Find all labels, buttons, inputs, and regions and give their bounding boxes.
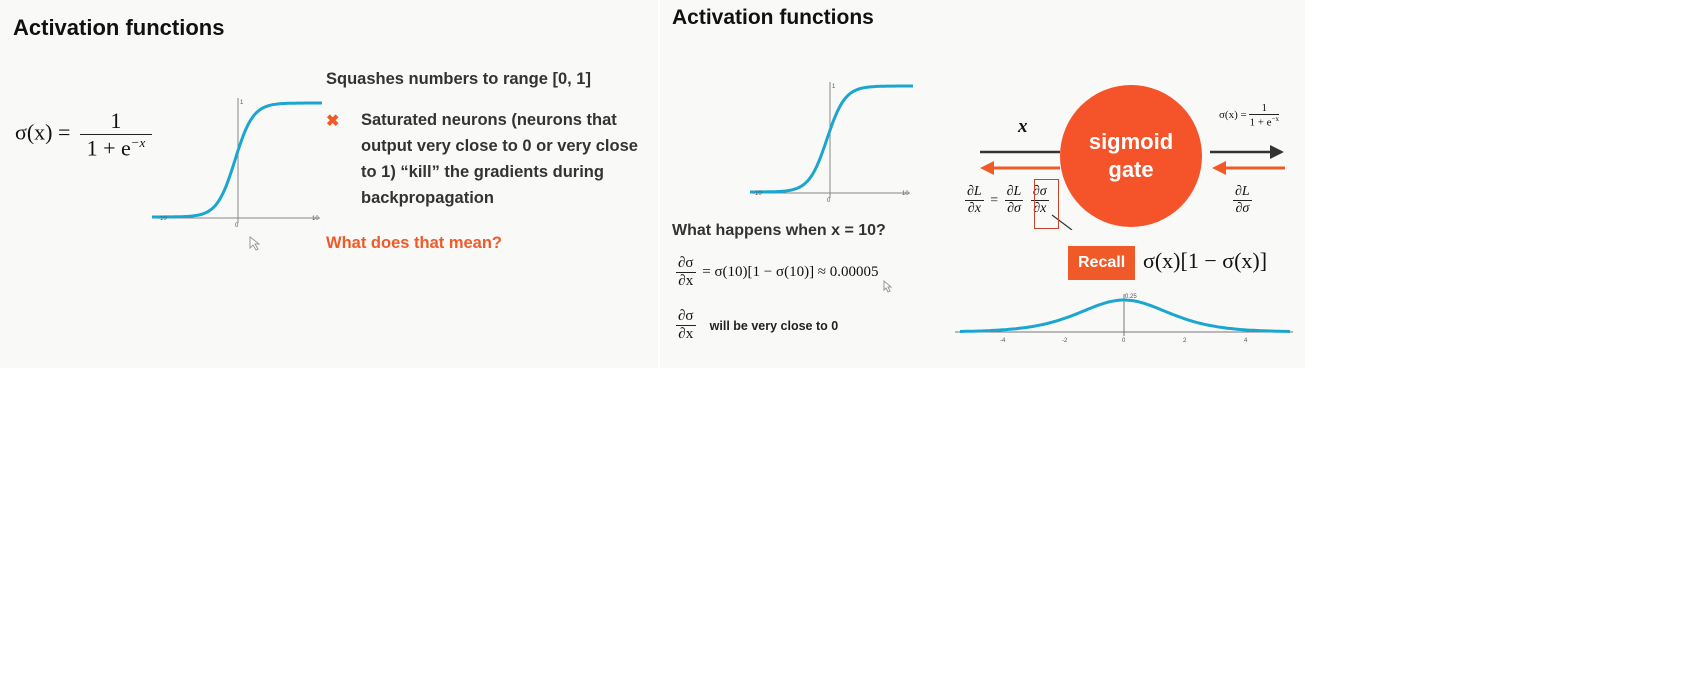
- saturation-bullet: Saturated neurons (neurons that output v…: [361, 107, 638, 211]
- derivative-equation: ∂σ ∂x = σ(10)[1 − σ(10)] ≈ 0.00005: [676, 255, 879, 290]
- deriv-denominator: ∂x: [678, 326, 694, 342]
- chain-rule: ∂L ∂x = ∂L ∂σ ∂σ ∂x: [965, 184, 1049, 217]
- plot-x-max: 10: [312, 216, 319, 222]
- formula-exponent: −x: [130, 135, 146, 150]
- chain-lhs-num: ∂L: [965, 184, 984, 201]
- sigma-def-num: 1: [1249, 102, 1280, 115]
- bell-tick: 0: [1122, 338, 1126, 344]
- recall-pointer: [1051, 214, 1073, 230]
- bell-tick: -4: [1000, 338, 1006, 344]
- slide-title: Activation functions: [13, 15, 225, 40]
- plot-x-zero: 0: [827, 198, 831, 204]
- recall-expression: σ(x)[1 − σ(x)]: [1143, 248, 1268, 273]
- gate-arrows: [980, 145, 1285, 230]
- close-text: will be very close to 0: [709, 318, 839, 333]
- squashes-text: Squashes numbers to range [0, 1]: [326, 70, 591, 88]
- chain-b-num: ∂σ: [1030, 184, 1049, 201]
- gate-line: sigmoid: [1088, 129, 1174, 154]
- cursor-icon: [249, 236, 260, 251]
- local-gradient-highlight: [1034, 179, 1059, 229]
- sigmoid-curve: [750, 84, 913, 194]
- close-to-zero-line: ∂σ ∂x will be very close to 0: [676, 308, 838, 343]
- bullet-line: backpropagation: [361, 189, 494, 207]
- deriv-numerator: ∂σ: [676, 308, 696, 326]
- deriv-denominator: ∂x: [678, 273, 694, 289]
- bell-plot: 0.25 -4 -2 0 2 4: [955, 294, 1293, 344]
- deriv-expression: = σ(10)[1 − σ(10)] ≈ 0.00005: [702, 263, 879, 280]
- cross-icon: ✖: [326, 113, 340, 130]
- plot-y-tick: 1: [832, 84, 836, 90]
- sigmoid-curve: [152, 101, 322, 219]
- bullet-line: output very close to 0 or very close: [361, 137, 638, 155]
- formula-denominator: 1 + e: [86, 135, 131, 161]
- cursor-icon: [883, 280, 892, 293]
- sigma-def-lhs: σ(x) =: [1219, 108, 1247, 121]
- sigma-def-den: 1 + e: [1249, 116, 1272, 129]
- bell-tick: 4: [1244, 338, 1248, 344]
- sigmoid-formula: σ(x) = 1 1 + e−x: [15, 108, 152, 161]
- formula-numerator: 1: [79, 108, 152, 135]
- sigma-definition: σ(x) = 1 1 + e−x: [1219, 102, 1280, 129]
- deriv-numerator: ∂σ: [676, 255, 696, 273]
- sigmoid-plot: 1 -10 10 0: [152, 98, 322, 229]
- plot-x-min: -10: [753, 191, 762, 197]
- question-text: What does that mean?: [326, 234, 503, 252]
- chain-b-den: ∂x: [1033, 201, 1047, 216]
- bullet-line: to 1) “kill” the gradients during: [361, 163, 604, 181]
- bell-tick: 2: [1183, 338, 1187, 344]
- bell-curve: [959, 298, 1291, 333]
- recall-badge: Recall: [1068, 246, 1136, 280]
- plot-x-zero: 0: [235, 223, 239, 229]
- upstream-gradient: ∂L ∂σ: [1233, 184, 1252, 217]
- formula-lhs: σ(x) =: [15, 119, 71, 145]
- bell-peak-label: 0.25: [1125, 294, 1137, 300]
- bell-tick: -2: [1062, 338, 1068, 344]
- upstream-den: ∂σ: [1235, 201, 1250, 216]
- plot-x-min: -10: [158, 216, 167, 222]
- upstream-num: ∂L: [1233, 184, 1252, 201]
- sigma-def-exp: −x: [1271, 115, 1280, 123]
- bullet-line: Saturated neurons (neurons that: [361, 111, 617, 129]
- slide-left: Activation functions σ(x) = 1 1 + e−x 1 …: [0, 0, 658, 368]
- chain-lhs-den: ∂x: [967, 201, 981, 216]
- slide-title: Activation functions: [672, 6, 874, 29]
- plot-y-tick: 1: [240, 100, 244, 106]
- chain-a-den: ∂σ: [1007, 201, 1021, 216]
- sigmoid-plot: 1 -10 10 0: [750, 82, 913, 204]
- chain-a-num: ∂L: [1004, 184, 1024, 201]
- plot-x-max: 10: [902, 191, 909, 197]
- what-happens-text: What happens when x = 10?: [672, 222, 886, 239]
- chain-equals: =: [990, 192, 999, 208]
- sigmoid-gate: sigmoid gate: [1060, 85, 1202, 227]
- x-input-label: x: [1018, 116, 1028, 137]
- gate-line: gate: [1108, 157, 1154, 182]
- slide-right: Activation functions 1 -10 10 0 What hap…: [660, 0, 1305, 368]
